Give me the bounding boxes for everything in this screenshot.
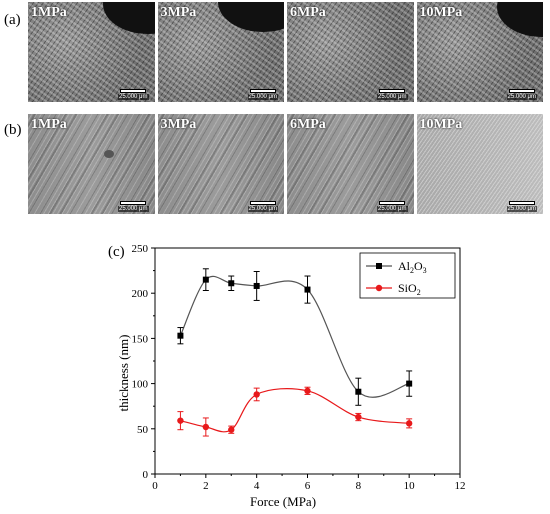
legend-marker	[375, 284, 383, 292]
data-point-Al2O3	[406, 380, 413, 387]
scale-bar: 25.000 μm	[247, 89, 278, 100]
x-tick-label: 0	[152, 480, 158, 492]
pressure-label: 10MPa	[419, 5, 463, 20]
x-tick-label: 12	[455, 480, 466, 492]
y-tick-label: 150	[132, 333, 149, 345]
panel-label-c: (c)	[108, 244, 125, 260]
scale-bar: 25.000 μm	[118, 201, 149, 212]
x-tick-label: 8	[356, 480, 362, 492]
y-axis-label: thickness (nm)	[116, 335, 131, 412]
micrograph-a-1: 1MPa 25.000 μm	[28, 2, 155, 102]
surface-particle	[104, 150, 114, 158]
pressure-label: 1MPa	[31, 5, 67, 20]
data-point-SiO2	[405, 420, 413, 427]
pressure-label: 3MPa	[160, 117, 197, 132]
data-point-SiO2	[202, 423, 210, 431]
micrograph-row-b: 1MPa 25.000 μm 3MPa 25.000 μm 6MPa 25.00…	[28, 114, 543, 214]
micrograph-b-3: 6MPa 25.000 μm	[287, 114, 414, 214]
micrograph-b-1: 1MPa 25.000 μm	[28, 114, 155, 214]
legend-label: SiO2	[398, 281, 421, 297]
scale-bar: 25.000 μm	[506, 89, 537, 100]
wear-crater	[103, 2, 155, 34]
x-tick-label: 10	[404, 480, 416, 492]
pressure-label: 1MPa	[31, 117, 67, 132]
data-point-Al2O3	[228, 280, 235, 287]
micrograph-b-4: 10MPa 25.000 μm	[416, 114, 543, 214]
scale-bar: 25.000 μm	[506, 201, 537, 212]
legend-label: Al2O3	[398, 259, 427, 275]
micrograph-b-2: 3MPa 25.000 μm	[157, 114, 284, 214]
fit-curve-SiO2	[180, 388, 410, 433]
chart-axes: 0 2 4 6 8 10 12 0 50 100 150 200 250	[132, 243, 466, 492]
micrograph-row-a: 1MPa 25.000 μm 3MPa 25.000 μm 6MPa 25.00…	[28, 2, 543, 102]
x-tick-label: 4	[254, 480, 260, 492]
micrograph-a-2: 3MPa 25.000 μm	[157, 2, 284, 102]
scale-bar: 25.000 μm	[247, 201, 278, 212]
y-tick-label: 100	[132, 379, 149, 391]
scale-bar: 25.000 μm	[118, 89, 149, 100]
micrograph-a-3: 6MPa 25.000 μm	[287, 2, 414, 102]
panel-label-a: (a)	[4, 12, 21, 28]
data-point-Al2O3	[355, 388, 362, 395]
wear-crater	[496, 2, 543, 37]
y-tick-label: 250	[132, 243, 149, 255]
pressure-label: 3MPa	[160, 5, 197, 20]
legend-box	[359, 252, 456, 299]
x-tick-label: 6	[305, 480, 311, 492]
data-point-SiO2	[253, 391, 260, 398]
pressure-label: 6MPa	[290, 5, 326, 20]
data-point-Al2O3	[202, 276, 209, 283]
y-tick-label: 50	[137, 424, 149, 436]
data-point-Al2O3	[304, 286, 311, 293]
scale-bar: 25.000 μm	[377, 201, 408, 212]
chart-legend: Al2O3 SiO2	[359, 252, 456, 299]
micrograph-a-4: 10MPa 25.000 μm	[416, 2, 543, 102]
x-axis-label: Force (MPa)	[250, 494, 316, 509]
y-tick-label: 0	[143, 469, 149, 481]
legend-marker	[376, 263, 382, 269]
scale-bar: 25.000 μm	[377, 89, 408, 100]
pressure-label: 10MPa	[419, 117, 463, 132]
data-point-Al2O3	[177, 332, 184, 339]
pressure-label: 6MPa	[290, 117, 326, 132]
wear-crater	[217, 2, 284, 32]
data-point-SiO2	[304, 387, 311, 395]
panel-label-b: (b)	[4, 122, 22, 138]
fit-curves	[179, 275, 410, 433]
data-marks	[177, 268, 413, 437]
thickness-chart: 0 2 4 6 8 10 12 0 50 100 150 200 250 Al2O3 SiO2 Force…	[116, 243, 466, 509]
data-point-SiO2	[228, 426, 235, 433]
data-point-Al2O3	[253, 282, 260, 289]
data-point-SiO2	[355, 413, 362, 421]
data-point-SiO2	[177, 417, 184, 424]
y-tick-label: 200	[132, 288, 149, 300]
x-tick-label: 2	[203, 480, 209, 492]
